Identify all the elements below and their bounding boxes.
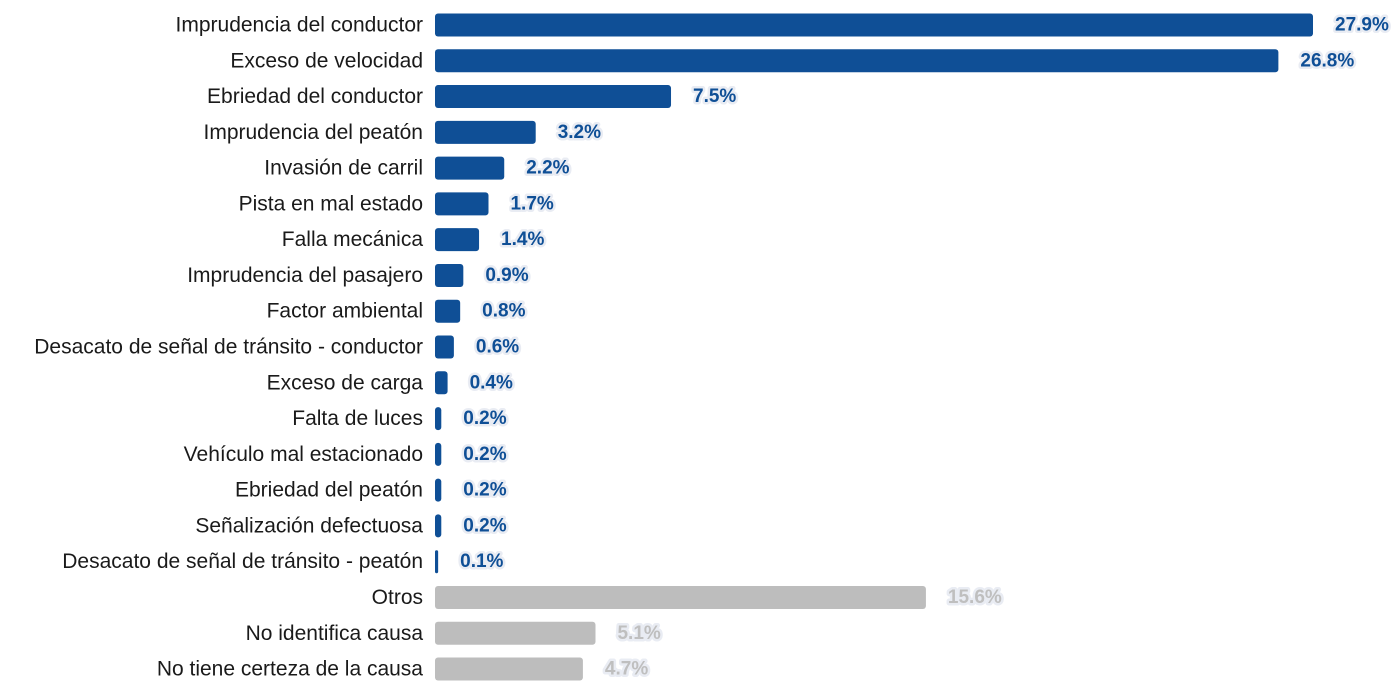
- bar: [435, 299, 461, 323]
- value-label: 0.1%: [460, 551, 503, 572]
- category-label: Otros: [372, 586, 423, 609]
- category-label: Factor ambiental: [267, 300, 423, 323]
- value-label: 7.5%: [693, 86, 736, 107]
- bar: [435, 621, 596, 645]
- value-label: 0.4%: [470, 372, 513, 393]
- value-label: 4.7%: [605, 659, 648, 680]
- value-label: 26.8%: [1300, 50, 1354, 71]
- bar: [435, 478, 442, 502]
- category-label: No identifica causa: [246, 622, 424, 645]
- category-label: Falla mecánica: [282, 228, 424, 251]
- value-label: 0.8%: [482, 301, 525, 322]
- category-label: Exceso de carga: [267, 371, 424, 394]
- category-label: No tiene certeza de la causa: [157, 658, 423, 681]
- category-label: Imprudencia del peatón: [204, 121, 424, 144]
- value-label: 1.7%: [510, 193, 553, 214]
- category-label: Desacato de señal de tránsito - conducto…: [34, 336, 423, 359]
- value-label: 0.2%: [463, 408, 506, 429]
- category-label: Imprudencia del pasajero: [187, 264, 423, 287]
- bar: [435, 585, 926, 609]
- value-label: 0.2%: [463, 444, 506, 465]
- bar: [435, 120, 536, 144]
- value-label: 0.2%: [463, 480, 506, 501]
- category-label: Imprudencia del conductor: [176, 14, 423, 37]
- value-label: 0.9%: [485, 265, 528, 286]
- category-label: Vehículo mal estacionado: [184, 443, 423, 466]
- category-label: Invasión de carril: [264, 157, 423, 180]
- category-label: Pista en mal estado: [239, 192, 423, 215]
- bar: [435, 442, 442, 466]
- bar: [435, 49, 1279, 73]
- value-label: 5.1%: [617, 623, 660, 644]
- bar: [435, 407, 442, 431]
- bar: [435, 228, 480, 252]
- category-label: Ebriedad del peatón: [235, 479, 423, 502]
- bar: [435, 85, 672, 109]
- category-label: Exceso de velocidad: [230, 49, 423, 72]
- value-label: 0.6%: [476, 337, 519, 358]
- value-label: 0.2%: [463, 515, 506, 536]
- bar: [435, 514, 442, 538]
- bar: [435, 156, 505, 180]
- category-label: Ebriedad del conductor: [207, 85, 423, 108]
- bar: [435, 657, 583, 681]
- category-label: Señalización defectuosa: [195, 514, 423, 537]
- bar: [435, 371, 448, 395]
- bar: [435, 263, 464, 287]
- bar: [435, 13, 1313, 37]
- value-label: 27.9%: [1335, 15, 1389, 36]
- value-label: 1.4%: [501, 229, 544, 250]
- category-label: Falta de luces: [292, 407, 423, 430]
- bar: [435, 335, 454, 359]
- category-label: Desacato de señal de tránsito - peatón: [62, 550, 423, 573]
- bar: [435, 550, 439, 574]
- value-label: 3.2%: [558, 122, 601, 143]
- value-label: 2.2%: [526, 158, 569, 179]
- bar: [435, 192, 489, 216]
- value-label: 15.6%: [948, 587, 1002, 608]
